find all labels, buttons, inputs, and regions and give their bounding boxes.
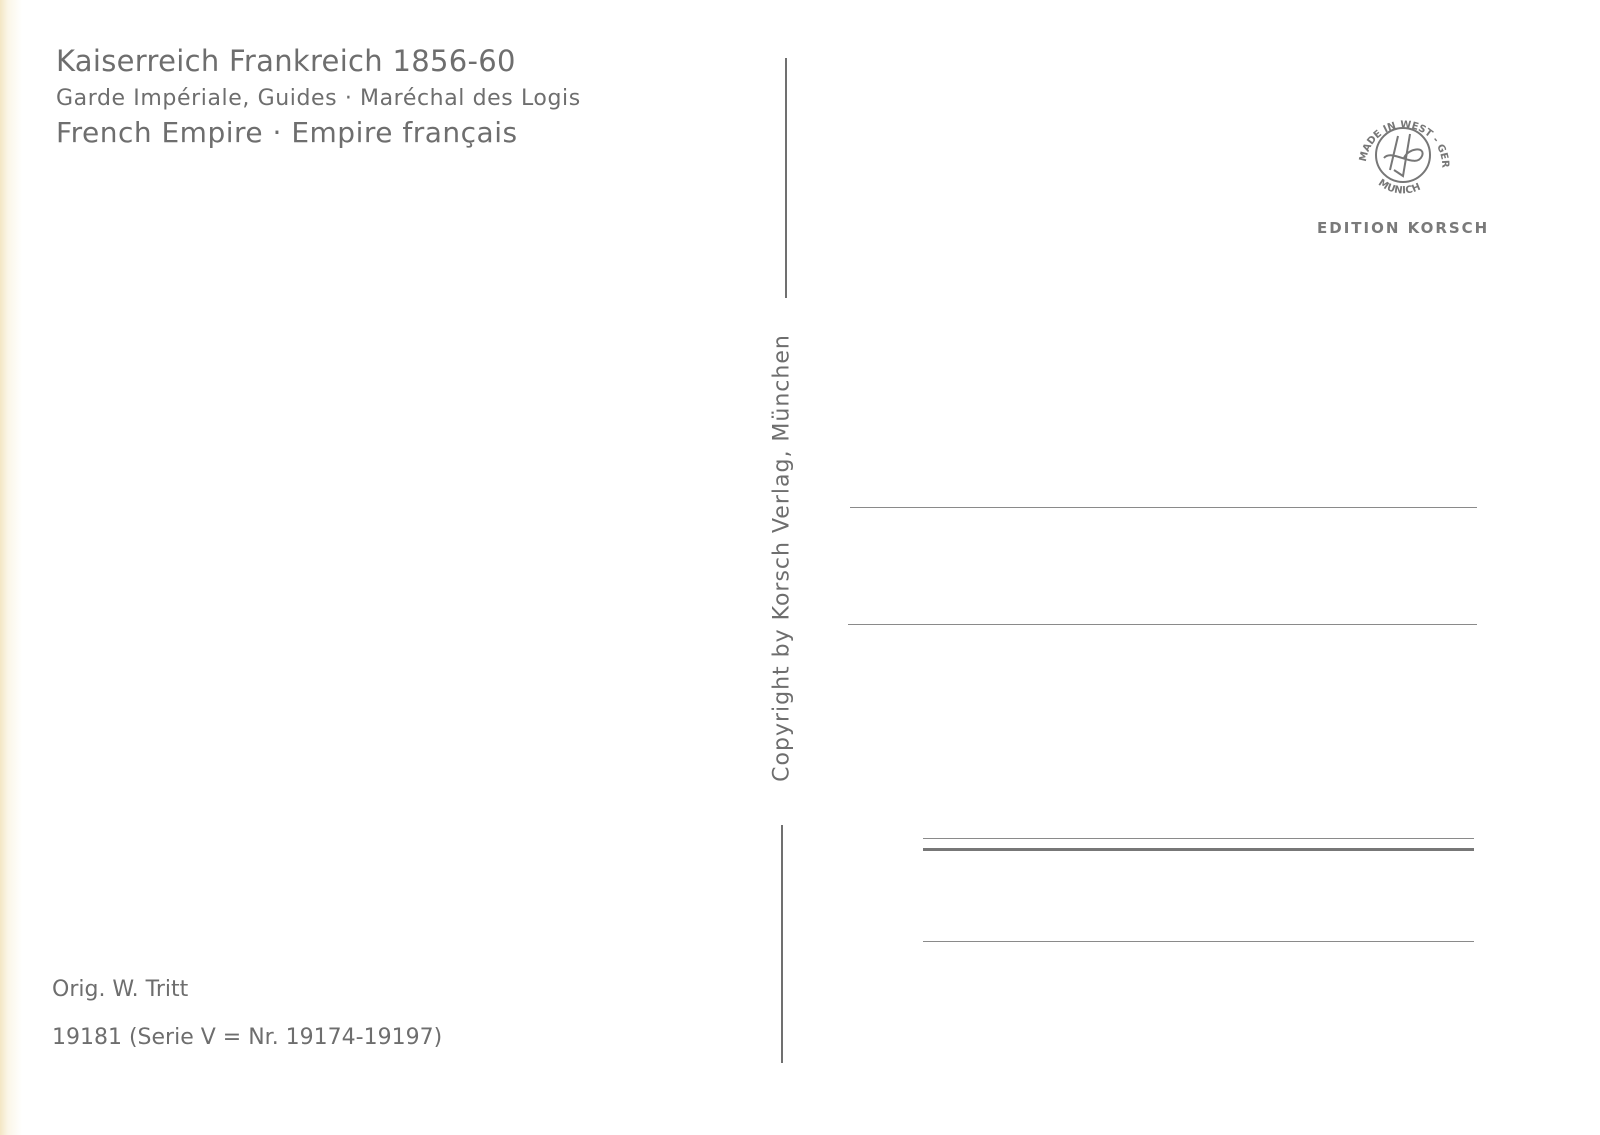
publisher-name: EDITION KORSCH [1317,219,1490,237]
logo-text-top: MADE IN WEST - GERMANY [1348,100,1450,168]
serie-number: 19181 (Serie V = Nr. 19174-19197) [52,1025,443,1050]
logo-text-bottom: MUNICH [1376,178,1422,197]
publisher-logo-seal: MADE IN WEST - GERMANY MUNICH [1348,100,1450,197]
svg-text:MUNICH: MUNICH [1376,178,1422,197]
address-line-3-thick [923,848,1474,851]
divider-line-bottom [781,825,783,1063]
address-line-3-thin [923,838,1474,839]
address-line-1 [850,507,1477,508]
monogram-icon [1383,133,1424,178]
address-line-2 [848,624,1477,625]
copyright-notice: Copyright by Korsch Verlag, München [769,334,795,782]
card-subtitle-english-french: French Empire · Empire français [56,116,518,149]
svg-text:MADE IN WEST - GERMANY: MADE IN WEST - GERMANY [1348,100,1450,168]
card-subtitle: Garde Impériale, Guides · Maréchal des L… [56,86,581,111]
divider-line-top [785,58,787,298]
seal-ring [1375,127,1431,183]
card-title: Kaiserreich Frankreich 1856-60 [56,44,516,78]
artist-credit: Orig. W. Tritt [52,977,189,1002]
address-line-4 [923,941,1474,942]
